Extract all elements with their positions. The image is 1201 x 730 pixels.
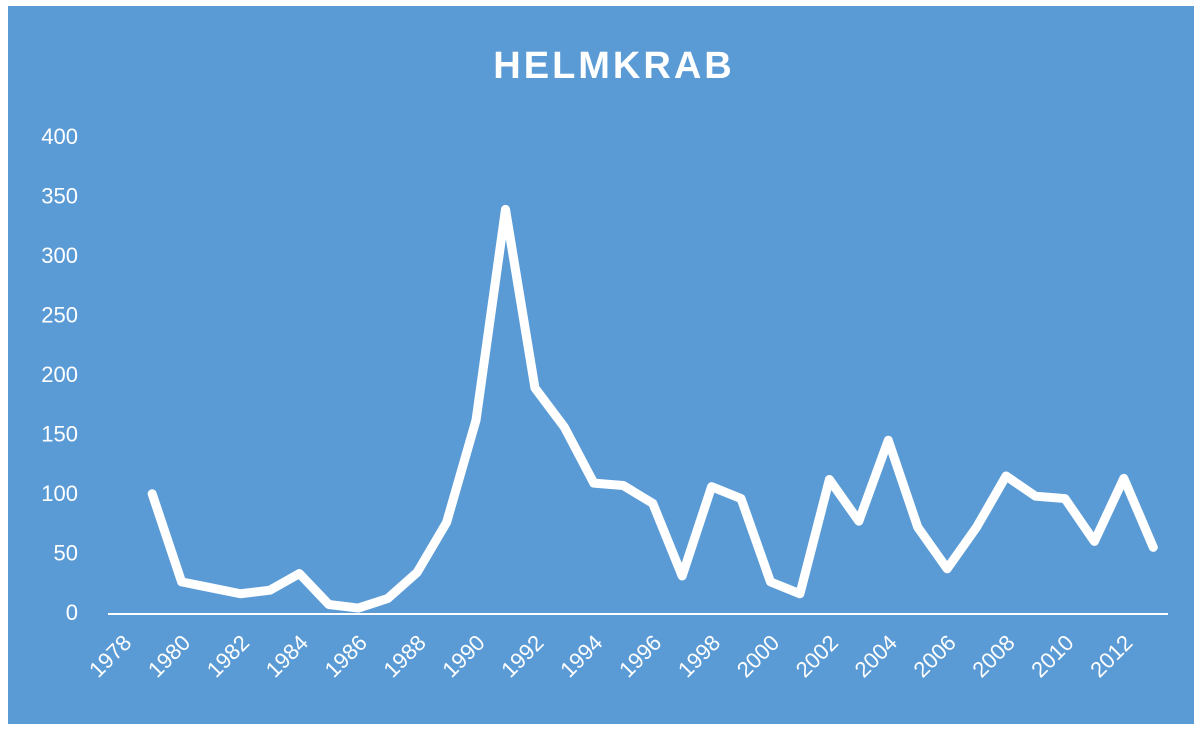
chart-title: HELMKRAB (493, 45, 734, 87)
y-tick-label: 0 (66, 600, 78, 625)
chart-background (8, 6, 1194, 724)
y-tick-label: 300 (41, 243, 78, 268)
y-tick-label: 250 (41, 302, 78, 327)
y-tick-label: 100 (41, 481, 78, 506)
y-tick-label: 150 (41, 421, 78, 446)
y-tick-label: 200 (41, 362, 78, 387)
y-tick-label: 50 (54, 540, 78, 565)
line-series (147, 204, 1158, 613)
y-tick-label: 350 (41, 183, 78, 208)
y-tick-label: 400 (41, 124, 78, 149)
